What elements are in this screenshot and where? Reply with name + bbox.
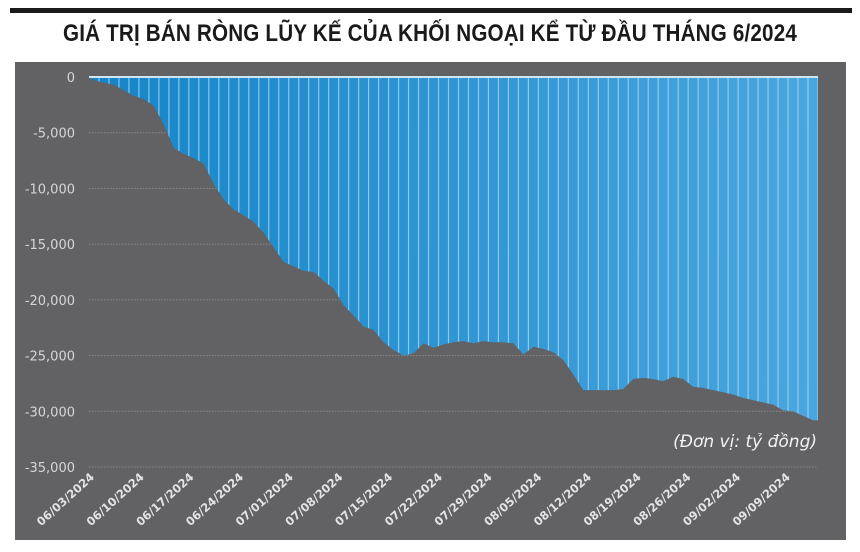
y-axis: 0 -5,000 -10,000 -15,000 -20,000 -25,000 -30,0… bbox=[25, 71, 75, 476]
y-tick-label: -15,000 bbox=[25, 238, 75, 253]
y-tick-label: -5,000 bbox=[33, 127, 75, 142]
chart-title: GIÁ TRỊ BÁN RÒNG LŨY KẾ CỦA KHỐI NGOẠI K… bbox=[62, 20, 798, 47]
y-tick-label: -10,000 bbox=[25, 182, 75, 197]
top-rule bbox=[10, 8, 852, 13]
cumulative-area bbox=[89, 77, 818, 421]
y-tick-label: -35,000 bbox=[25, 461, 75, 476]
unit-note: (Đơn vị: tỷ đồng) bbox=[673, 431, 817, 452]
y-tick-label: 0 bbox=[67, 71, 75, 86]
data-area bbox=[89, 77, 818, 421]
y-tick-label: -20,000 bbox=[25, 294, 75, 309]
y-tick-label: -25,000 bbox=[25, 350, 75, 365]
x-axis: 06/03/202406/10/202406/17/202406/24/2024… bbox=[34, 470, 793, 529]
y-tick-label: -30,000 bbox=[25, 405, 75, 420]
